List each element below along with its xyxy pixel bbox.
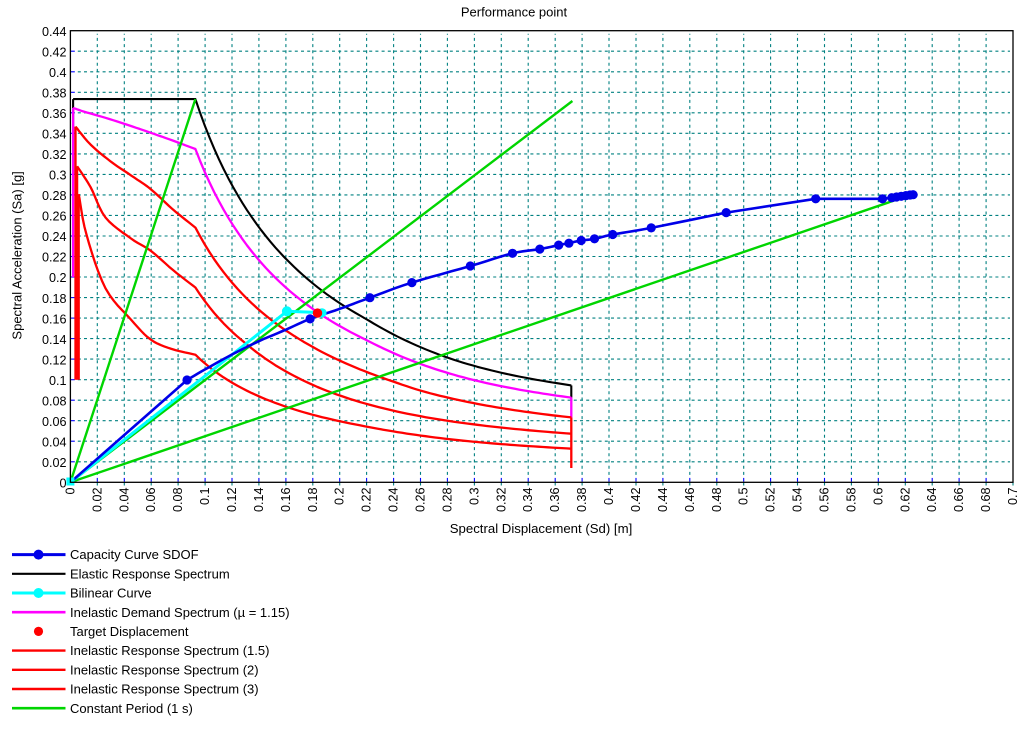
- svg-text:0.14: 0.14: [252, 488, 266, 513]
- svg-text:0.08: 0.08: [171, 488, 185, 513]
- svg-text:0.4: 0.4: [602, 488, 616, 506]
- svg-text:0: 0: [63, 488, 77, 495]
- svg-text:0.2: 0.2: [333, 488, 347, 506]
- svg-text:0.18: 0.18: [306, 488, 320, 513]
- svg-text:0.06: 0.06: [144, 488, 158, 513]
- svg-text:0.18: 0.18: [42, 292, 67, 306]
- svg-text:0.1: 0.1: [49, 374, 67, 388]
- svg-text:0.52: 0.52: [764, 488, 778, 513]
- svg-text:Inelastic Demand Spectrum (µ =: Inelastic Demand Spectrum (µ = 1.15): [70, 605, 290, 620]
- svg-text:Spectral Acceleration (Sa) [g]: Spectral Acceleration (Sa) [g]: [10, 171, 25, 339]
- svg-text:Elastic Response Spectrum: Elastic Response Spectrum: [70, 566, 230, 581]
- svg-text:0.38: 0.38: [42, 87, 67, 101]
- svg-text:0.3: 0.3: [467, 488, 481, 506]
- svg-text:0.06: 0.06: [42, 415, 67, 429]
- svg-text:0.32: 0.32: [42, 148, 67, 162]
- svg-text:0.64: 0.64: [925, 488, 939, 513]
- svg-text:0.12: 0.12: [225, 488, 239, 513]
- svg-text:0.2: 0.2: [49, 271, 67, 285]
- svg-text:Inelastic Response Spectrum (1: Inelastic Response Spectrum (1.5): [70, 643, 269, 658]
- svg-text:0.32: 0.32: [494, 488, 508, 513]
- svg-text:0.54: 0.54: [791, 488, 805, 513]
- svg-text:0.42: 0.42: [42, 45, 67, 59]
- svg-text:0.36: 0.36: [42, 107, 67, 121]
- svg-text:Inelastic Response Spectrum (3: Inelastic Response Spectrum (3): [70, 682, 259, 697]
- svg-text:0.6: 0.6: [871, 488, 885, 506]
- svg-text:0.24: 0.24: [42, 230, 67, 244]
- svg-text:0.44: 0.44: [656, 488, 670, 513]
- svg-text:0.46: 0.46: [683, 488, 697, 513]
- svg-text:0.26: 0.26: [414, 488, 428, 513]
- svg-text:Performance point: Performance point: [461, 5, 568, 20]
- svg-text:0.56: 0.56: [818, 488, 832, 513]
- svg-text:0.3: 0.3: [49, 169, 67, 183]
- svg-text:0.08: 0.08: [42, 394, 67, 408]
- svg-text:0.7: 0.7: [1006, 488, 1020, 506]
- svg-text:0.68: 0.68: [979, 488, 993, 513]
- svg-text:0.66: 0.66: [952, 488, 966, 513]
- svg-text:Bilinear Curve: Bilinear Curve: [70, 586, 152, 601]
- svg-text:Capacity Curve SDOF: Capacity Curve SDOF: [70, 547, 199, 562]
- svg-text:0.22: 0.22: [42, 251, 67, 265]
- svg-text:0.24: 0.24: [387, 488, 401, 513]
- svg-text:0.28: 0.28: [42, 189, 67, 203]
- svg-text:0.12: 0.12: [42, 353, 67, 367]
- svg-text:0.14: 0.14: [42, 333, 67, 347]
- svg-text:0.48: 0.48: [710, 488, 724, 513]
- svg-text:0.1: 0.1: [198, 488, 212, 506]
- svg-text:Spectral Displacement (Sd) [m]: Spectral Displacement (Sd) [m]: [450, 521, 633, 536]
- svg-text:0.02: 0.02: [90, 488, 104, 513]
- svg-text:0: 0: [59, 477, 66, 491]
- svg-text:0.34: 0.34: [42, 128, 67, 142]
- svg-text:0.36: 0.36: [548, 488, 562, 513]
- svg-text:Constant Period (1 s): Constant Period (1 s): [70, 701, 193, 716]
- svg-text:0.62: 0.62: [898, 488, 912, 513]
- svg-text:0.34: 0.34: [521, 488, 535, 513]
- svg-text:0.38: 0.38: [575, 488, 589, 513]
- svg-text:Inelastic Response Spectrum (2: Inelastic Response Spectrum (2): [70, 662, 259, 677]
- svg-text:0.04: 0.04: [42, 435, 67, 449]
- svg-text:0.04: 0.04: [117, 488, 131, 513]
- svg-text:0.4: 0.4: [49, 66, 67, 80]
- svg-text:0.28: 0.28: [440, 488, 454, 513]
- svg-text:0.22: 0.22: [360, 488, 374, 513]
- svg-text:0.5: 0.5: [737, 488, 751, 506]
- svg-text:0.44: 0.44: [42, 25, 67, 39]
- svg-text:Target Displacement: Target Displacement: [70, 624, 189, 639]
- svg-text:0.16: 0.16: [279, 488, 293, 513]
- svg-text:0.02: 0.02: [42, 456, 67, 470]
- svg-text:0.58: 0.58: [844, 488, 858, 513]
- svg-text:0.42: 0.42: [629, 488, 643, 513]
- svg-text:0.26: 0.26: [42, 210, 67, 224]
- svg-text:0.16: 0.16: [42, 312, 67, 326]
